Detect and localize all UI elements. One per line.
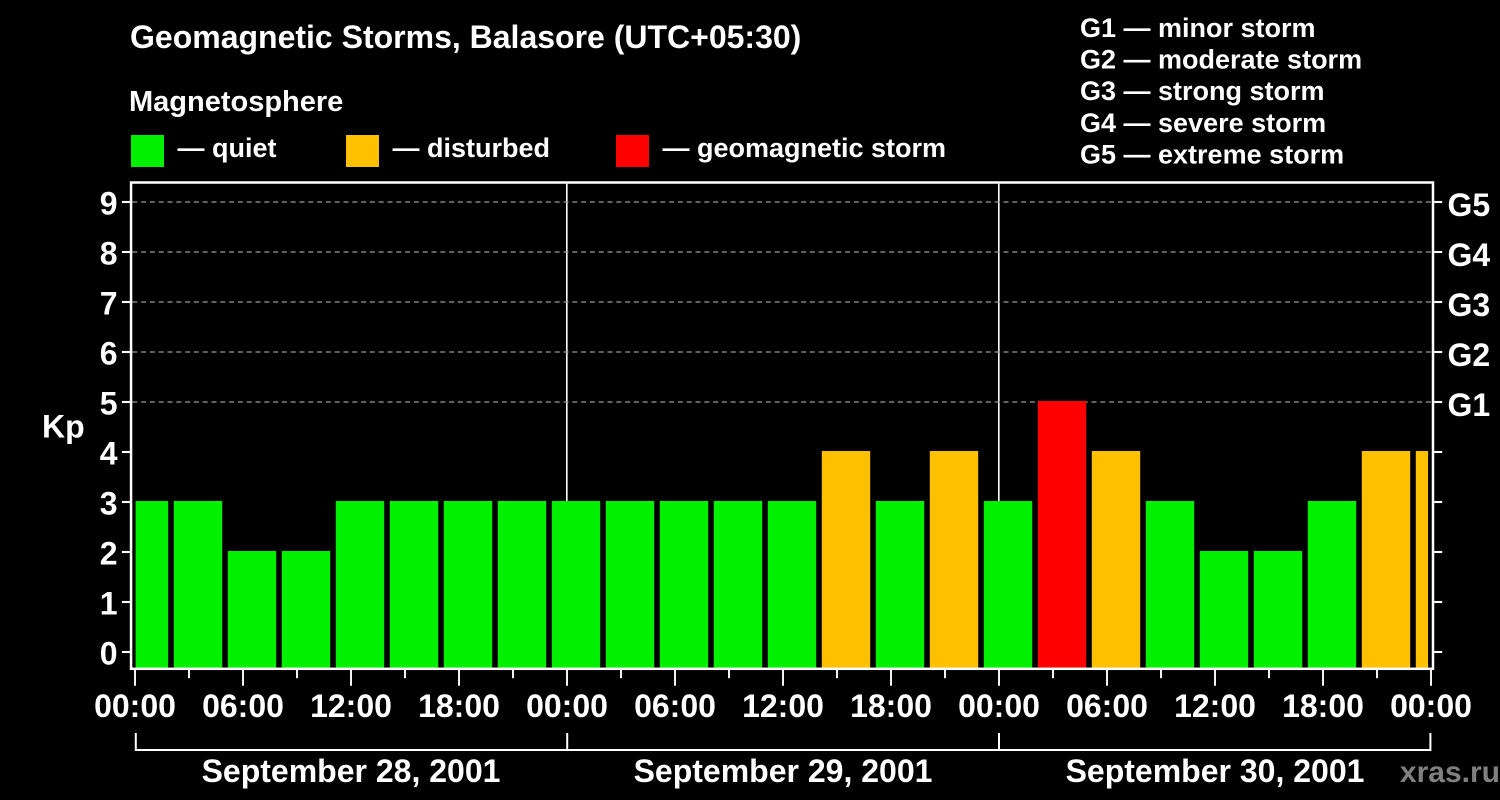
svg-text:1: 1 (100, 585, 118, 621)
svg-text:September 30, 2001: September 30, 2001 (1066, 753, 1365, 789)
svg-text:00:00: 00:00 (958, 688, 1040, 724)
svg-text:Geomagnetic Storms, Balasore (: Geomagnetic Storms, Balasore (UTC+05:30) (130, 19, 801, 55)
svg-text:5: 5 (100, 385, 118, 421)
svg-text:G2: G2 (1448, 337, 1491, 373)
svg-text:G4: G4 (1448, 237, 1491, 273)
svg-text:Magnetosphere: Magnetosphere (129, 86, 343, 118)
svg-text:— quiet: — quiet (178, 133, 277, 163)
svg-text:G1 — minor storm: G1 — minor storm (1080, 13, 1316, 43)
svg-text:xras.ru: xras.ru (1400, 756, 1500, 789)
svg-text:12:00: 12:00 (1174, 688, 1256, 724)
svg-text:12:00: 12:00 (742, 688, 824, 724)
svg-text:00:00: 00:00 (94, 688, 176, 724)
svg-text:2: 2 (100, 535, 118, 571)
svg-text:G5 — extreme storm: G5 — extreme storm (1080, 139, 1344, 169)
svg-text:12:00: 12:00 (310, 688, 392, 724)
svg-text:3: 3 (100, 485, 118, 521)
svg-text:9: 9 (100, 185, 118, 221)
svg-text:18:00: 18:00 (850, 688, 932, 724)
svg-text:6: 6 (100, 335, 118, 371)
svg-text:0: 0 (100, 635, 118, 671)
svg-text:— geomagnetic storm: — geomagnetic storm (663, 133, 947, 163)
svg-text:06:00: 06:00 (634, 688, 716, 724)
svg-text:00:00: 00:00 (1390, 688, 1472, 724)
svg-text:06:00: 06:00 (202, 688, 284, 724)
svg-text:8: 8 (100, 235, 118, 271)
svg-text:00:00: 00:00 (526, 688, 608, 724)
svg-text:18:00: 18:00 (418, 688, 500, 724)
svg-text:18:00: 18:00 (1282, 688, 1364, 724)
svg-text:G3: G3 (1448, 287, 1491, 323)
svg-text:Kp: Kp (42, 409, 85, 445)
svg-text:7: 7 (100, 285, 118, 321)
svg-text:G1: G1 (1448, 387, 1491, 423)
svg-text:September 28, 2001: September 28, 2001 (202, 753, 501, 789)
svg-text:September 29, 2001: September 29, 2001 (634, 753, 933, 789)
svg-text:G2 — moderate storm: G2 — moderate storm (1080, 45, 1362, 75)
svg-text:06:00: 06:00 (1066, 688, 1148, 724)
svg-text:4: 4 (100, 435, 118, 471)
svg-text:— disturbed: — disturbed (393, 133, 551, 163)
svg-text:G3 — strong storm: G3 — strong storm (1080, 76, 1325, 106)
svg-text:G4 — severe storm: G4 — severe storm (1080, 108, 1326, 138)
svg-text:G5: G5 (1448, 187, 1491, 223)
